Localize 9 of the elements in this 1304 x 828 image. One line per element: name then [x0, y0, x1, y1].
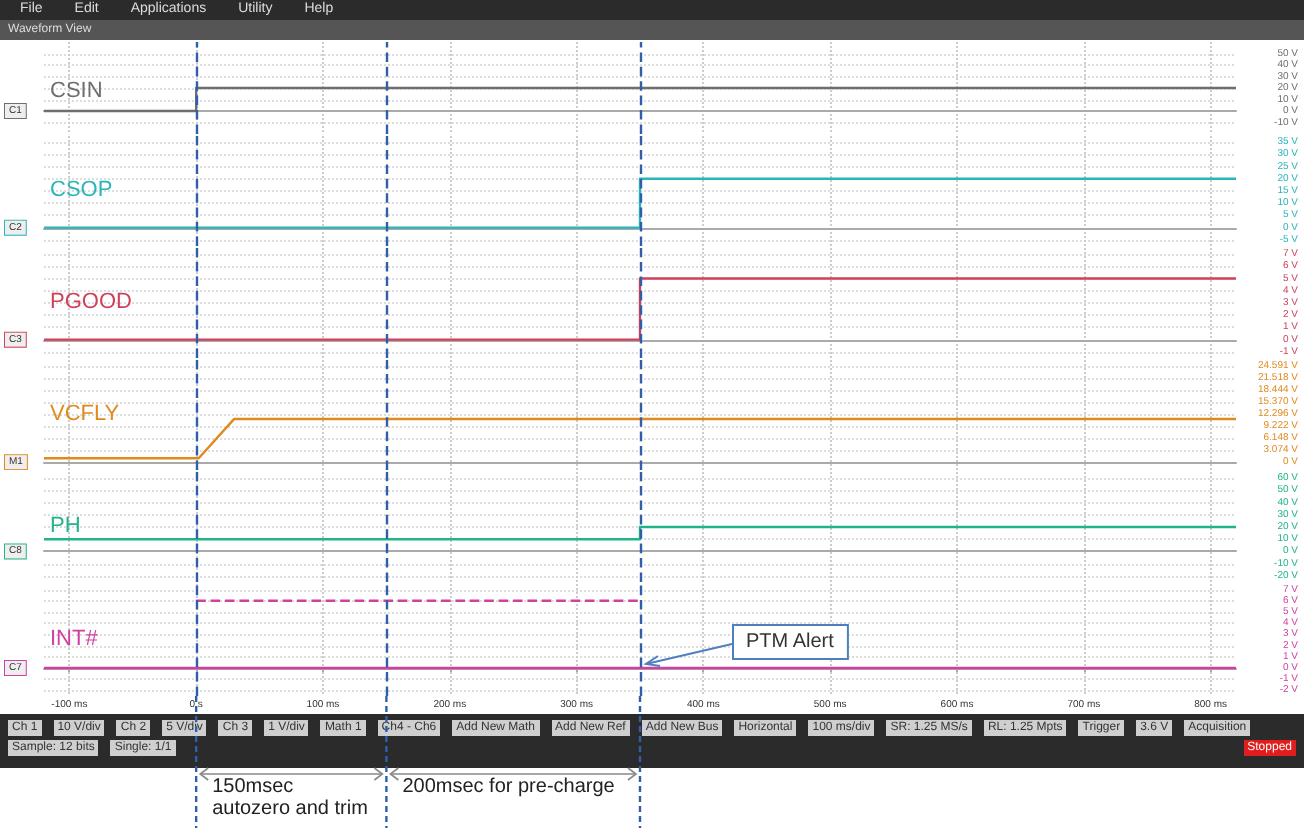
annotation: PTM Alert	[746, 631, 835, 653]
text: 200msec for pre-charge	[402, 776, 616, 798]
text: 150msec autozero and trim	[212, 776, 368, 820]
text: PGOOD	[50, 290, 133, 314]
text: CSIN	[50, 78, 103, 103]
text: CSOP	[50, 178, 113, 202]
text: INT#	[50, 626, 100, 651]
text: VCFLY	[50, 402, 121, 426]
text: PH	[50, 514, 81, 538]
